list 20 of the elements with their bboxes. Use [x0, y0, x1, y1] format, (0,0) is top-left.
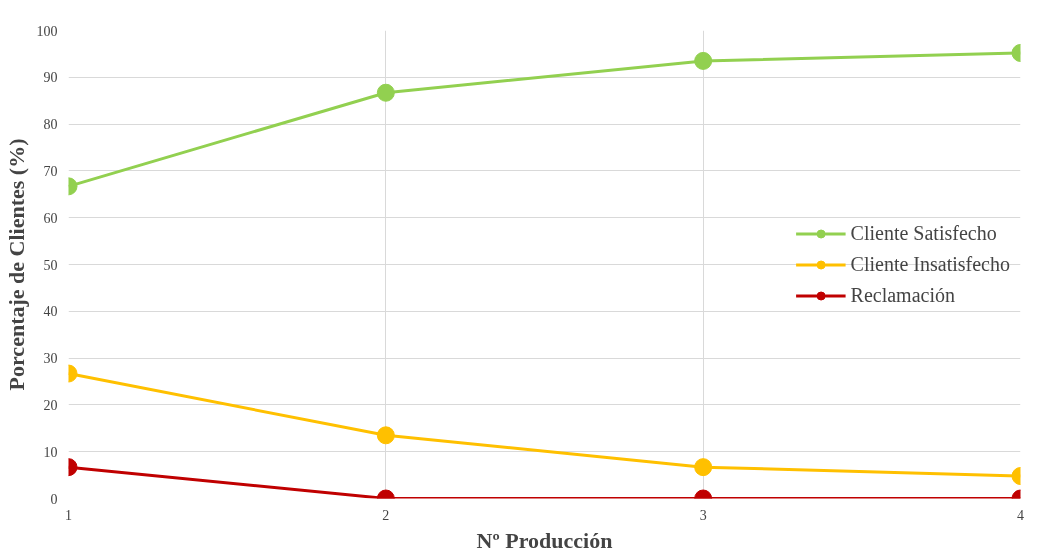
- y-tick-label: 100: [36, 23, 58, 39]
- y-tick-label: 70: [43, 163, 58, 179]
- x-tick-label: 3: [699, 507, 707, 523]
- y-tick-label: 20: [43, 397, 58, 413]
- legend-label: Cliente Insatisfecho: [850, 252, 1010, 276]
- x-tick-label: 4: [1017, 507, 1024, 523]
- y-tick-label: 0: [50, 491, 58, 507]
- y-tick-label: 90: [43, 70, 58, 86]
- y-tick-label: 10: [43, 444, 58, 460]
- x-axis-title: Nº Producción: [476, 527, 613, 553]
- legend-label: Cliente Satisfecho: [850, 221, 997, 245]
- y-tick-label: 40: [43, 304, 58, 320]
- x-tick-label: 2: [382, 507, 390, 523]
- y-tick-label: 30: [43, 351, 58, 367]
- x-tick-label: 1: [65, 507, 72, 523]
- y-tick-label: 50: [43, 257, 58, 273]
- y-axis-title: Porcentaje de Clientes (%): [3, 138, 29, 391]
- y-tick-label: 80: [43, 117, 58, 133]
- legend-label: Reclamación: [850, 283, 955, 307]
- y-tick-label: 60: [43, 210, 58, 226]
